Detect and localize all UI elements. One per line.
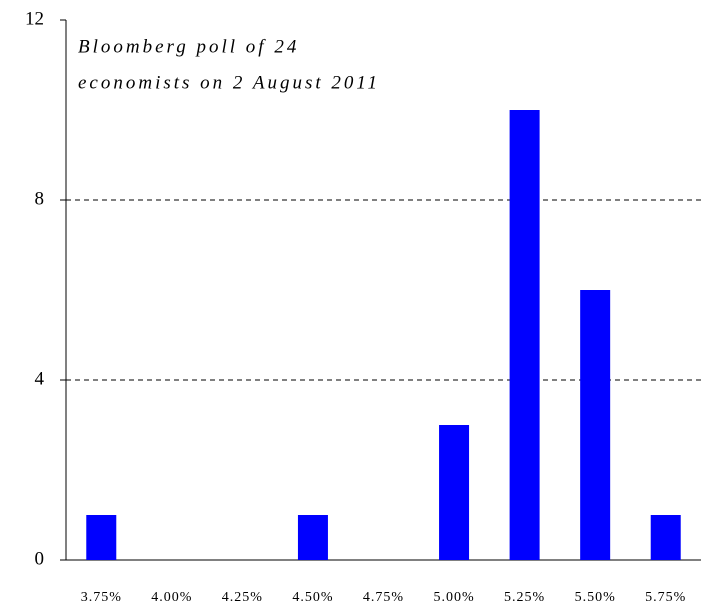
bar xyxy=(580,290,611,560)
annotation: economists on 2 August 2011 xyxy=(78,72,380,93)
x-tick-label: 5.00% xyxy=(433,590,474,605)
y-tick-label: 4 xyxy=(35,368,45,389)
x-tick-label: 3.75% xyxy=(81,590,122,605)
x-tick-label: 5.25% xyxy=(504,590,545,605)
y-tick-label: 0 xyxy=(35,548,45,569)
bar xyxy=(86,515,117,560)
bar xyxy=(439,425,470,560)
x-tick-label: 5.50% xyxy=(575,590,616,605)
annotation: Bloomberg poll of 24 xyxy=(78,36,299,57)
bar xyxy=(650,515,681,560)
bar xyxy=(509,110,540,560)
y-tick-label: 8 xyxy=(35,188,45,209)
x-tick-label: 4.00% xyxy=(151,590,192,605)
x-tick-label: 4.50% xyxy=(292,590,333,605)
x-tick-label: 5.75% xyxy=(645,590,686,605)
x-tick-label: 4.25% xyxy=(222,590,263,605)
y-tick-label: 12 xyxy=(25,8,44,29)
x-tick-label: 4.75% xyxy=(363,590,404,605)
bar xyxy=(297,515,328,560)
